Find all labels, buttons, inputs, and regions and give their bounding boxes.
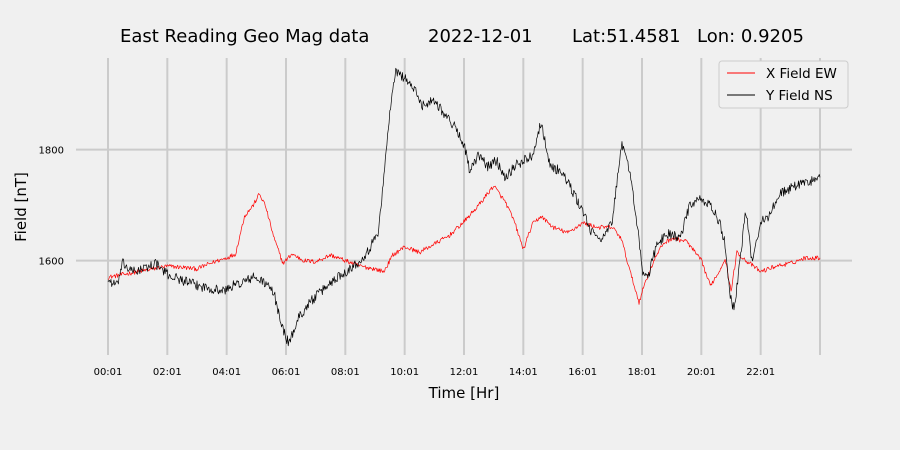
series-lines [107,67,821,347]
y-tick-label: 1800 [39,146,64,157]
y-tick-label: 1600 [39,257,64,268]
x-tick-label: 06:01 [272,367,301,378]
series-line-x-field [107,185,821,305]
x-tick-label: 22:01 [746,367,775,378]
legend-label-y-field: Y Field NS [765,88,833,104]
series-line-y-field [107,67,821,347]
grid [76,58,852,355]
x-tick-label: 02:01 [153,367,182,378]
x-tick-label: 08:01 [331,367,360,378]
x-tick-label: 14:01 [509,367,538,378]
x-tick-labels: 00:01 02:01 04:01 06:01 08:01 10:01 12:01 14:01… [94,367,775,378]
chart-title-date: 2022-12-01 [428,26,533,47]
legend-label-x-field: X Field EW [766,66,837,82]
legend: X Field EW Y Field NS [718,60,849,109]
x-axis-label: Time [Hr] [428,384,500,402]
chart-title-main: East Reading Geo Mag data [120,26,369,47]
chart-title-lon: Lon: 0.9205 [697,26,804,47]
y-tick-labels: 1600 1800 [39,146,64,268]
x-tick-label: 18:01 [628,367,657,378]
x-tick-label: 20:01 [687,367,716,378]
x-tick-label: 04:01 [212,367,241,378]
y-axis-label: Field [nT] [12,172,30,242]
x-tick-label: 00:01 [94,367,123,378]
x-tick-label: 16:01 [568,367,597,378]
x-tick-label: 12:01 [450,367,479,378]
chart-title-lat: Lat:51.4581 [572,26,681,47]
x-tick-label: 10:01 [390,367,419,378]
